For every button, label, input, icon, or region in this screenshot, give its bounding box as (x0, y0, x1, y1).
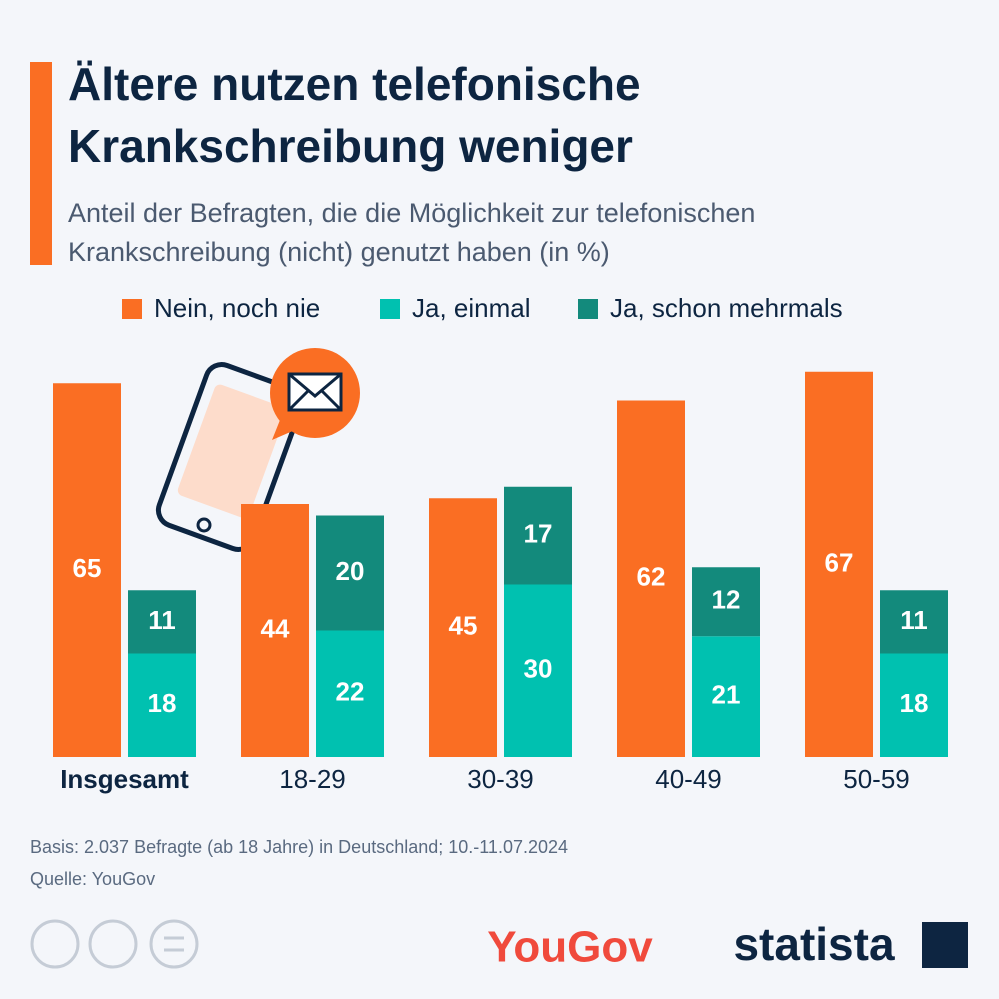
legend-label: Ja, schon mehrmals (610, 293, 843, 323)
logo-yougov: YouGov (487, 923, 653, 972)
legend-swatch (380, 299, 400, 319)
x-tick-label: 18-29 (279, 764, 346, 794)
bar (53, 383, 121, 757)
footer: Basis: 2.037 Befragte (ab 18 Jahre) in D… (30, 837, 568, 857)
subtitle: Krankschreibung (nicht) genutzt haben (i… (68, 237, 610, 267)
legend-label: Nein, noch nie (154, 293, 320, 323)
phone-icon (155, 348, 360, 552)
x-tick-label: Insgesamt (60, 764, 189, 794)
value-label: 11 (148, 605, 176, 635)
value-label: 30 (524, 654, 553, 684)
bar-segment (316, 630, 384, 757)
bar-segment (880, 653, 948, 757)
value-label: 18 (900, 688, 929, 718)
x-tick-label: 30-39 (467, 764, 534, 794)
legend-swatch (122, 299, 142, 319)
bar-segment (316, 515, 384, 631)
value-label: 62 (637, 562, 666, 592)
value-label: 22 (336, 677, 365, 707)
value-label: 45 (449, 611, 478, 641)
value-label: 12 (712, 585, 741, 615)
cc-icons (30, 919, 199, 969)
logo-statista-mark (922, 922, 968, 968)
subtitle: Anteil der Befragten, die die Möglichkei… (68, 198, 755, 228)
legend-label: Ja, einmal (412, 293, 531, 323)
x-tick-label: 50-59 (843, 764, 910, 794)
value-label: 21 (712, 680, 741, 710)
value-label: 67 (825, 547, 854, 577)
x-tick-label: 40-49 (655, 764, 722, 794)
value-label: 11 (900, 605, 928, 635)
bar-segment (504, 486, 572, 585)
bar-segment (692, 636, 760, 757)
value-label: 65 (73, 553, 102, 583)
bar-segment (128, 590, 196, 654)
value-label: 44 (261, 613, 290, 643)
chart-title: Ältere nutzen telefonische (68, 58, 641, 110)
footer: Quelle: YouGov (30, 869, 155, 889)
legend-swatch (578, 299, 598, 319)
bar (241, 504, 309, 757)
value-label: 18 (148, 688, 177, 718)
bar-segment (880, 590, 948, 654)
title-accent (30, 62, 52, 265)
chart-title: Krankschreibung weniger (68, 120, 633, 172)
value-label: 20 (336, 556, 365, 586)
bar-segment (504, 584, 572, 757)
bar-segment (692, 567, 760, 637)
logo-statista: statista (733, 918, 894, 970)
bar (617, 400, 685, 757)
bar-segment (128, 653, 196, 757)
value-label: 17 (524, 519, 553, 549)
bar (805, 371, 873, 757)
bar (429, 498, 497, 757)
